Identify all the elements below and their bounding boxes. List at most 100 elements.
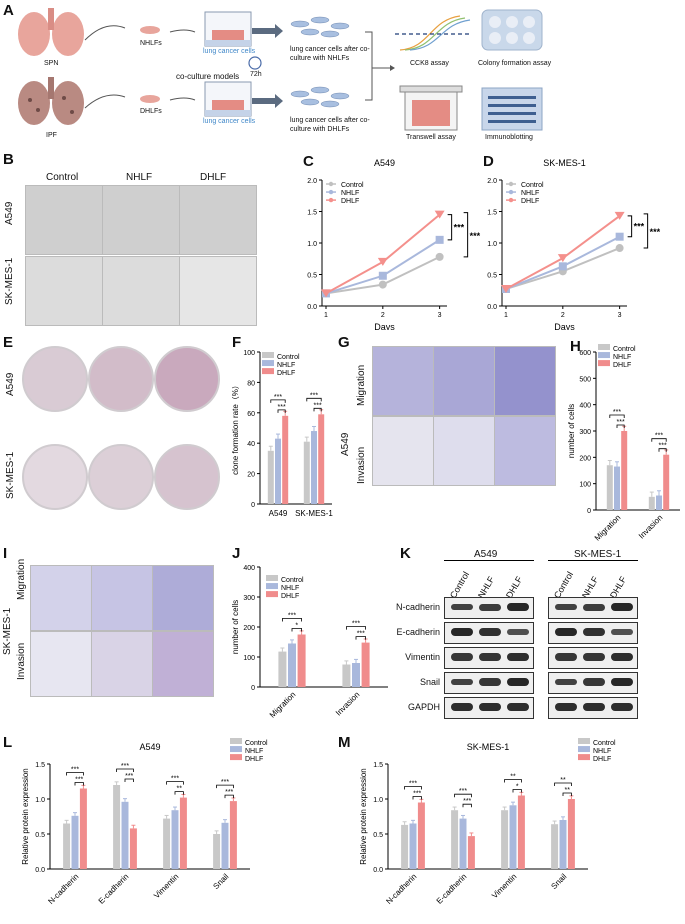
legend-swatch <box>598 360 610 367</box>
legend-label: Control <box>277 354 300 361</box>
bar <box>229 801 237 869</box>
sig-bracket <box>346 626 366 630</box>
bar <box>221 822 229 869</box>
legend-swatch <box>266 583 278 590</box>
row-label-a549: A549 <box>5 372 16 396</box>
bar <box>267 450 274 504</box>
panel-label-l: L <box>3 734 13 751</box>
y-tick-label: 2.0 <box>487 178 497 185</box>
colony-plate <box>154 444 220 510</box>
chart-f: 0 20 40 60 80 100 clone formation rate（%） A549 *… <box>232 350 333 518</box>
bar <box>551 824 559 869</box>
panel-label-j: J <box>232 545 241 562</box>
data-point <box>321 289 331 298</box>
chart-d: 0.0 0.5 1.0 1.5 2.0 OD value SK-MES-1 1 2 3 Days **… <box>480 158 661 330</box>
chart-title: A549 <box>374 158 395 168</box>
spn-label: SPN <box>44 60 59 67</box>
sig-bracket <box>291 628 302 632</box>
bar <box>288 643 296 687</box>
legend-swatch <box>266 591 278 598</box>
data-point <box>435 235 444 244</box>
blot-band <box>611 628 633 636</box>
legend-swatch <box>262 368 274 375</box>
blot-band <box>479 628 501 636</box>
y-tick-label: 0.0 <box>487 304 497 311</box>
transwell-image <box>91 565 153 631</box>
co-culture-label: co-culture models <box>176 72 240 81</box>
transwell-label: Transwell assay <box>406 134 456 141</box>
legend-marker <box>508 197 514 203</box>
immunoblot-icon <box>481 87 543 131</box>
panel-b: Control NHLF DHLF A549 SK-MES-1 <box>0 150 300 330</box>
bar <box>79 788 87 869</box>
x-tick-label: E-cadherin <box>435 872 469 906</box>
y-tick-label: 0 <box>251 685 255 692</box>
lung-cancer-cells-label: lung cancer cells <box>203 48 256 55</box>
bar <box>342 664 351 687</box>
legend-label: NHLF <box>521 190 539 197</box>
series-line <box>505 215 621 290</box>
chart-title: A549 <box>139 742 160 752</box>
blot-band <box>555 603 577 611</box>
y-tick-label: 100 <box>243 350 255 357</box>
y-axis-label: Relative protein expression <box>21 768 30 865</box>
bar <box>282 415 289 504</box>
bar <box>297 634 306 687</box>
blot-band <box>555 678 577 686</box>
y-tick-label: 300 <box>243 595 255 602</box>
row-label-invasion: Invasion <box>16 642 27 680</box>
blot-strip <box>548 622 638 644</box>
y-tick-label: 0.0 <box>35 867 45 874</box>
dhlfs-label: DHLFs <box>140 108 162 115</box>
x-tick-label: 3 <box>438 312 442 319</box>
sig-bracket <box>116 768 134 772</box>
legend-swatch <box>578 738 590 744</box>
x-tick-label: E-cadherin <box>97 872 131 906</box>
bar <box>606 465 613 510</box>
legend-marker <box>328 189 334 195</box>
panel-label-c: C <box>303 153 314 170</box>
colony-plate <box>154 346 220 412</box>
legend-label: Control <box>521 182 544 189</box>
blot-band <box>479 603 501 611</box>
immunoblotting-label: Immunoblotting <box>485 134 533 141</box>
legend-label: DHLF <box>281 593 299 600</box>
time-label: 72h <box>250 71 262 78</box>
data-point <box>558 262 567 271</box>
legend-marker <box>328 181 334 187</box>
group-label-skmes1: SK-MES-1 <box>574 549 622 560</box>
data-point <box>377 257 388 266</box>
bar <box>567 799 575 869</box>
colony-plate <box>88 346 154 412</box>
y-axis-label: OD value <box>480 226 482 260</box>
y-axis-label: clone formation rate（%） <box>232 381 240 475</box>
sig-label: *** <box>409 781 417 788</box>
x-tick-label: 2 <box>381 312 385 319</box>
panel-label-i: I <box>3 545 8 562</box>
y-tick-label: 400 <box>243 565 255 572</box>
y-tick-label: 0.5 <box>487 273 497 280</box>
sig-label: *** <box>314 402 322 409</box>
y-tick-label: 60 <box>247 411 255 418</box>
blot-band <box>507 603 529 611</box>
bar <box>517 795 525 869</box>
legend-swatch <box>266 575 278 581</box>
blot-band <box>451 628 473 636</box>
chart-title: SK-MES-1 <box>467 742 510 752</box>
data-point <box>615 244 624 253</box>
transwell-image <box>433 346 495 416</box>
data-point <box>614 211 625 220</box>
blot-band <box>451 703 473 711</box>
y-tick-label: 0.5 <box>307 273 317 280</box>
bar <box>129 828 137 869</box>
bar <box>648 496 655 510</box>
blot-band <box>555 628 577 636</box>
blot-band <box>507 628 529 636</box>
legend-label: Control <box>613 346 636 353</box>
chart-title: SK-MES-1 <box>543 158 586 168</box>
transwell-image <box>152 631 214 697</box>
y-axis-label: number of cells <box>568 404 576 458</box>
protein-label: GAPDH <box>407 702 440 712</box>
cancer-cells-icon-2 <box>290 86 350 108</box>
bar <box>614 466 620 510</box>
